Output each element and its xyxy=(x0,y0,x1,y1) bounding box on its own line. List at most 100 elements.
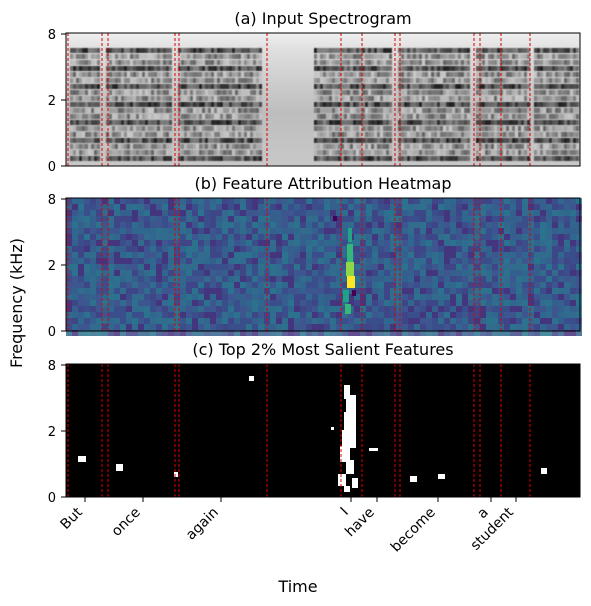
spectrogram-cell xyxy=(136,90,139,95)
heatmap-cell xyxy=(336,240,342,246)
heatmap-cell xyxy=(234,210,240,216)
heatmap-cell xyxy=(234,306,240,312)
spectrogram-cell xyxy=(154,150,157,155)
heatmap-cell xyxy=(126,228,132,234)
heatmap-cell xyxy=(186,264,192,270)
heatmap-cell xyxy=(318,288,324,294)
spectrogram-cell xyxy=(217,108,220,113)
spectrogram-cell xyxy=(555,126,558,131)
heatmap-cell xyxy=(486,312,492,318)
spectrogram-cell xyxy=(558,66,561,71)
heatmap-cell xyxy=(102,288,108,294)
heatmap-cell xyxy=(108,222,114,228)
spectrogram-cell xyxy=(482,108,485,113)
spectrogram-cell xyxy=(220,72,223,77)
spectrogram-cell xyxy=(244,96,247,101)
heatmap-cell xyxy=(120,216,126,222)
spectrogram-cell xyxy=(211,102,214,107)
heatmap-cell xyxy=(114,306,120,312)
spectrogram-cell xyxy=(244,150,247,155)
spectrogram-cell xyxy=(344,126,347,131)
heatmap-cell xyxy=(396,270,402,276)
heatmap-cell xyxy=(282,252,288,258)
heatmap-cell xyxy=(264,234,270,240)
heatmap-cell xyxy=(372,240,378,246)
heatmap-cell xyxy=(438,270,444,276)
heatmap-cell xyxy=(528,228,534,234)
heatmap-cell xyxy=(450,312,456,318)
heatmap-cell xyxy=(516,270,522,276)
heatmap-cell xyxy=(414,258,420,264)
spectrogram-cell xyxy=(241,72,244,77)
heatmap-cell xyxy=(552,198,558,204)
heatmap-cell xyxy=(396,300,402,306)
spectrogram-cell xyxy=(543,132,546,137)
spectrogram-cell xyxy=(443,114,446,119)
heatmap-cell xyxy=(108,216,114,222)
heatmap-cell xyxy=(120,282,126,288)
heatmap-cell xyxy=(384,264,390,270)
heatmap-cell xyxy=(420,246,426,252)
spectrogram-cell xyxy=(467,66,470,71)
spectrogram-cell xyxy=(238,90,241,95)
spectrogram-cell xyxy=(509,66,512,71)
heatmap-cell xyxy=(474,234,480,240)
spectrogram-cell xyxy=(190,84,193,89)
heatmap-cell xyxy=(438,288,444,294)
spectrogram-cell xyxy=(223,144,226,149)
spectrogram-cell xyxy=(139,132,142,137)
spectrogram-cell xyxy=(576,78,579,83)
heatmap-cell xyxy=(180,246,186,252)
spectrogram-cell xyxy=(410,150,413,155)
heatmap-cell xyxy=(570,318,576,324)
heatmap-cell xyxy=(408,294,414,300)
spectrogram-cell xyxy=(479,114,482,119)
heatmap-cell xyxy=(360,330,366,336)
heatmap-cell xyxy=(396,330,402,336)
heatmap-cell xyxy=(258,306,264,312)
spectrogram-cell xyxy=(244,90,247,95)
heatmap-cell xyxy=(132,240,138,246)
panel-a-word-boundaries xyxy=(67,33,531,166)
heatmap-cell xyxy=(570,264,576,270)
spectrogram-cell xyxy=(326,156,329,161)
heatmap-cell xyxy=(90,222,96,228)
spectrogram-cell xyxy=(97,60,100,65)
spectrogram-cell xyxy=(184,156,187,161)
spectrogram-cell xyxy=(503,132,506,137)
heatmap-cell xyxy=(270,204,276,210)
spectrogram-cell xyxy=(148,102,151,107)
heatmap-cell xyxy=(330,306,336,312)
spectrogram-cell xyxy=(178,120,181,125)
spectrogram-cell xyxy=(353,48,356,53)
spectrogram-cell xyxy=(401,66,404,71)
spectrogram-cell xyxy=(190,120,193,125)
spectrogram-cell xyxy=(317,120,320,125)
spectrogram-cell xyxy=(419,78,422,83)
spectrogram-cell xyxy=(85,138,88,143)
spectrogram-cell xyxy=(314,138,317,143)
spectrogram-cell xyxy=(534,90,537,95)
spectrogram-cell xyxy=(431,90,434,95)
spectrogram-cell xyxy=(359,96,362,101)
heatmap-cell xyxy=(522,294,528,300)
spectrogram-cell xyxy=(196,78,199,83)
heatmap-cell xyxy=(432,324,438,330)
heatmap-cell xyxy=(420,282,426,288)
spectrogram-cell xyxy=(193,96,196,101)
spectrogram-cell xyxy=(464,138,467,143)
heatmap-cell xyxy=(558,252,564,258)
spectrogram-cell xyxy=(317,84,320,89)
spectrogram-cell xyxy=(187,78,190,83)
heatmap-cell xyxy=(438,264,444,270)
spectrogram-cell xyxy=(199,102,202,107)
spectrogram-cell xyxy=(232,66,235,71)
spectrogram-cell xyxy=(455,96,458,101)
heatmap-cell xyxy=(336,210,342,216)
spectrogram-cell xyxy=(573,138,576,143)
spectrogram-cell xyxy=(576,102,579,107)
spectrogram-cell xyxy=(452,138,455,143)
heatmap-cell xyxy=(366,234,372,240)
spectrogram-cell xyxy=(431,144,434,149)
spectrogram-cell xyxy=(326,114,329,119)
